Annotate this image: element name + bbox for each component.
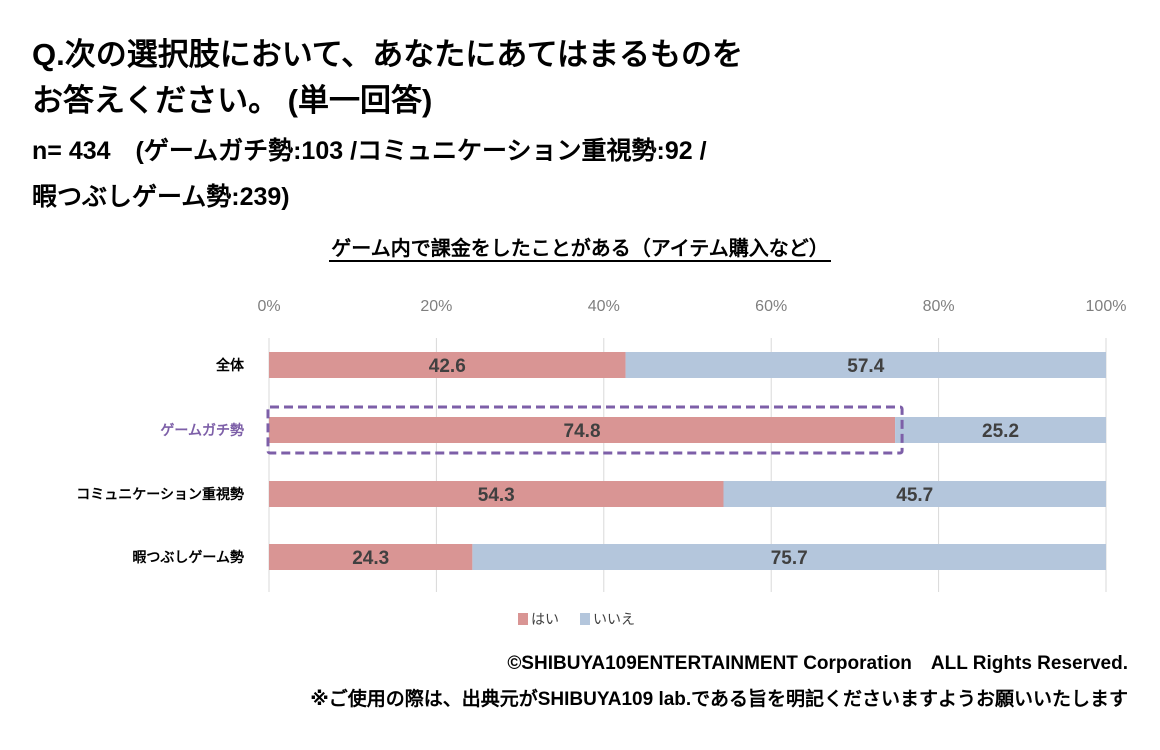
legend-label: はい (531, 611, 559, 627)
legend-swatch (580, 613, 590, 625)
data-label: 42.6 (429, 356, 466, 377)
category-label: 全体 (215, 357, 245, 373)
data-label: 74.8 (564, 421, 601, 442)
sample-line-1: n= 434 (ゲームガチ勢:103 /コミュニケーション重視勢:92 / (32, 137, 707, 165)
data-label: 25.2 (982, 421, 1019, 442)
highlight-box (266, 405, 904, 455)
sample-size: n= 434 (ゲームガチ勢:103 /コミュニケーション重視勢:92 / 暇つ… (32, 128, 707, 220)
data-label: 75.7 (771, 548, 808, 569)
bar-segment-yes (269, 481, 724, 507)
category-label: 暇つぶしゲーム勢 (132, 549, 244, 565)
question-title: Q.次の選択肢において、あなたにあてはまるものを お答えください。 (単一回答) (32, 32, 743, 124)
bar-segment-no (723, 481, 1106, 507)
bar-segment-yes (269, 352, 626, 378)
chart-title: ゲーム内で課金をしたことがある（アイテム購入など） (0, 232, 1160, 262)
x-tick-label: 0% (257, 298, 280, 315)
x-tick-label: 60% (755, 298, 787, 315)
chart-title-text: ゲーム内で課金をしたことがある（アイテム購入など） (329, 238, 831, 262)
data-label: 57.4 (847, 356, 884, 377)
copyright: ©SHIBUYA109ENTERTAINMENT Corporation ALL… (507, 653, 1128, 674)
bar-segment-yes (269, 544, 473, 570)
bar-segment-yes (269, 417, 896, 443)
question-line-2: お答えください。 (単一回答) (32, 83, 433, 118)
category-label: ゲームガチ勢 (160, 422, 244, 438)
category-label: コミュニケーション重視勢 (76, 486, 244, 502)
x-tick-label: 100% (1086, 298, 1127, 315)
legend-swatch (518, 613, 528, 625)
data-label: 45.7 (896, 485, 933, 506)
legend-label: いいえ (593, 611, 635, 627)
x-tick-label: 40% (588, 298, 620, 315)
x-tick-label: 20% (420, 298, 452, 315)
sample-line-2: 暇つぶしゲーム勢:239) (32, 183, 290, 211)
bar-segment-no (625, 352, 1106, 378)
data-label: 24.3 (352, 548, 389, 569)
bar-segment-no (895, 417, 1106, 443)
usage-notice: ※ご使用の際は、出典元がSHIBUYA109 lab.である旨を明記くださいます… (310, 689, 1128, 710)
data-label: 54.3 (478, 485, 515, 506)
question-line-1: Q.次の選択肢において、あなたにあてはまるものを (32, 37, 744, 72)
bar-segment-no (472, 544, 1106, 570)
x-tick-label: 80% (923, 298, 955, 315)
